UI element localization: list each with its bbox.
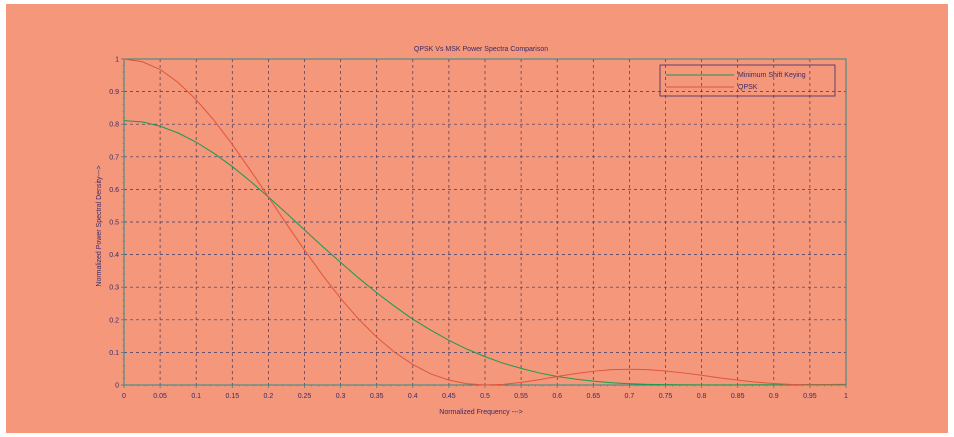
legend-label-msk: Minimum Shift Keying (738, 72, 806, 79)
y-tick-label: 0.6 (109, 187, 119, 194)
x-tick-label: 0.6 (552, 393, 562, 400)
x-tick-label: 0.65 (586, 393, 600, 400)
y-tick-label: 0.9 (109, 89, 119, 96)
legend-box (659, 64, 836, 97)
x-tick-label: 0.25 (298, 393, 312, 400)
series (123, 58, 847, 386)
x-tick-label: 0.35 (370, 393, 384, 400)
chart-figure: 0 0.05 0.1 0.15 0.2 0.25 0.3 0.35 0.4 0.45 0.5 0.55… (6, 4, 948, 433)
legend: Minimum Shift Keying QPSK (659, 64, 836, 97)
chart-svg: 0 0.05 0.1 0.15 0.2 0.25 0.3 0.35 0.4 0.45 0.5 0.55… (96, 46, 848, 416)
x-tick-label: 0.8 (697, 393, 707, 400)
grid (124, 59, 846, 385)
x-axis-title: Normalized Frequency ---> (439, 409, 522, 416)
x-tick-label: 0.9 (769, 393, 779, 400)
x-tick-label: 0.45 (442, 393, 456, 400)
x-tick-label: 0.85 (731, 393, 745, 400)
x-tick-label: 0.95 (803, 393, 817, 400)
y-tick-label: 0 (115, 383, 119, 390)
x-tick-label: 0.2 (264, 393, 274, 400)
y-tick-label: 0.1 (109, 350, 119, 357)
y-tick-label: 0.5 (109, 220, 119, 227)
x-tick-label: 0 (122, 393, 126, 400)
x-tick-label: 0.4 (408, 393, 418, 400)
x-tick-label: 0.3 (336, 393, 346, 400)
x-tick-label: 0.55 (514, 393, 528, 400)
y-tick-label: 0.4 (109, 252, 119, 259)
ticks: 0 0.05 0.1 0.15 0.2 0.25 0.3 0.35 0.4 0.45 0.5 0.55… (109, 57, 848, 401)
x-tick-label: 0.75 (659, 393, 673, 400)
y-tick-label: 0.7 (109, 154, 119, 161)
y-tick-label: 1 (115, 57, 119, 64)
y-tick-label: 0.8 (109, 122, 119, 129)
chart-title: QPSK Vs MSK Power Spectra Comparison (414, 46, 548, 53)
series-line-qpsk (123, 58, 847, 386)
series-line-msk (123, 120, 847, 386)
x-tick-label: 0.05 (153, 393, 167, 400)
x-tick-label: 0.1 (191, 393, 201, 400)
x-tick-label: 0.5 (480, 393, 490, 400)
legend-label-qpsk: QPSK (738, 84, 758, 91)
y-tick-label: 0.3 (109, 285, 119, 292)
x-tick-label: 1 (844, 393, 848, 400)
y-tick-label: 0.2 (109, 317, 119, 324)
x-tick-label: 0.7 (625, 393, 635, 400)
y-axis-title: Normalized Power Spectral Density---> (96, 165, 103, 286)
x-tick-label: 0.15 (225, 393, 239, 400)
